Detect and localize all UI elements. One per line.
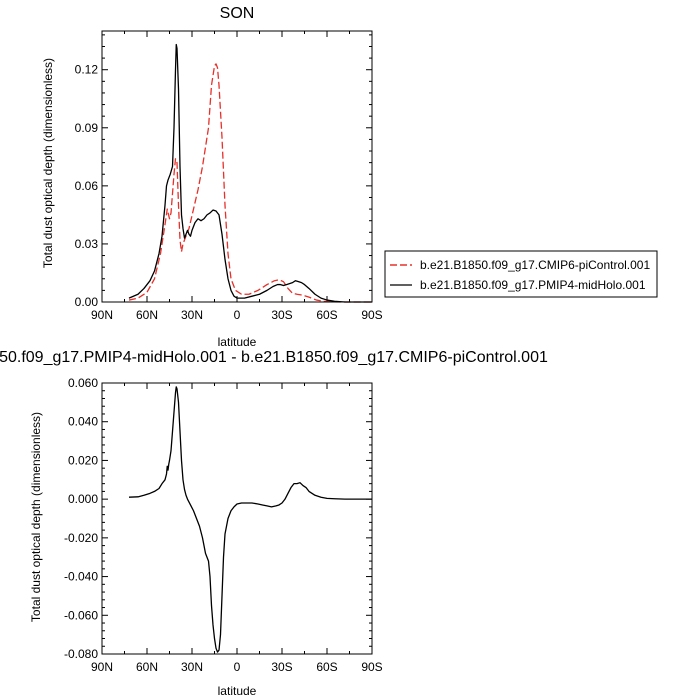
top-chart-title: SON bbox=[220, 5, 255, 22]
bottom-chart-ytick-label: -0.060 bbox=[64, 608, 98, 622]
bottom-chart-ytick-label: 0.020 bbox=[68, 453, 98, 467]
bottom-chart-xtick-label: 30N bbox=[181, 660, 203, 674]
bottom-chart-xtick-label: 0 bbox=[234, 660, 241, 674]
bottom-chart-ytick-label: -0.080 bbox=[64, 647, 98, 661]
top-chart-xlabel: latitude bbox=[218, 335, 257, 349]
top-chart-ytick-label: 0.09 bbox=[75, 121, 99, 135]
bottom-chart-ytick-label: 0.040 bbox=[68, 415, 98, 429]
bottom-chart-xtick-label: 90N bbox=[91, 660, 113, 674]
top-chart-ylabel: Total dust optical depth (dimensionless) bbox=[41, 58, 55, 268]
top-chart-xtick-label: 0 bbox=[234, 308, 241, 322]
bottom-chart-ticks: 90N 60N 30N 0 30S 60S 90S -0.080 -0.060 -0.040 -0.… bbox=[64, 376, 383, 674]
bottom-chart: b.e21.B1850.f09_g17.PMIP4-midHolo.001 - … bbox=[0, 349, 548, 698]
bottom-chart-series bbox=[128, 386, 372, 653]
top-chart-series-line-0 bbox=[128, 63, 372, 303]
legend-label-midholo: b.e21.B1850.f09_g17.PMIP4-midHolo.001 bbox=[420, 278, 646, 292]
legend-label-picontrol: b.e21.B1850.f09_g17.CMIP6-piControl.001 bbox=[420, 258, 650, 272]
legend: b.e21.B1850.f09_g17.CMIP6-piControl.001 … bbox=[384, 250, 658, 298]
bottom-chart-ytick-label: 0.060 bbox=[68, 376, 98, 390]
top-chart: SON Total dust optical depth (dimensionl… bbox=[41, 5, 658, 349]
bottom-chart-series-line-0 bbox=[128, 386, 372, 653]
top-chart-series-line-1 bbox=[128, 43, 372, 303]
top-chart-xtick-label: 60S bbox=[316, 308, 337, 322]
bottom-chart-ytick-label: 0.000 bbox=[68, 492, 98, 506]
top-chart-frame bbox=[101, 30, 373, 303]
top-chart-xtick-label: 90S bbox=[361, 308, 382, 322]
top-chart-series bbox=[128, 43, 372, 303]
top-chart-ytick-label: 0.06 bbox=[75, 179, 99, 193]
top-chart-ytick-label: 0.00 bbox=[75, 295, 99, 309]
bottom-chart-ylabel: Total dust optical depth (dimensionless) bbox=[29, 412, 43, 622]
top-chart-xtick-label: 60N bbox=[136, 308, 158, 322]
bottom-chart-xtick-label: 90S bbox=[361, 660, 382, 674]
legend-box bbox=[384, 250, 658, 298]
bottom-chart-title: b.e21.B1850.f09_g17.PMIP4-midHolo.001 - … bbox=[0, 349, 548, 366]
bottom-chart-xlabel: latitude bbox=[218, 684, 257, 698]
bottom-chart-xtick-label: 30S bbox=[271, 660, 292, 674]
top-chart-xtick-label: 90N bbox=[91, 308, 113, 322]
bottom-chart-ytick-label: -0.020 bbox=[64, 531, 98, 545]
bottom-chart-xtick-label: 60N bbox=[136, 660, 158, 674]
bottom-chart-frame bbox=[101, 382, 373, 655]
top-chart-xtick-label: 30S bbox=[271, 308, 292, 322]
bottom-chart-ytick-label: -0.040 bbox=[64, 570, 98, 584]
top-chart-ytick-label: 0.03 bbox=[75, 237, 99, 251]
bottom-chart-xtick-label: 60S bbox=[316, 660, 337, 674]
top-chart-ytick-label: 0.12 bbox=[75, 63, 99, 77]
top-chart-xtick-label: 30N bbox=[181, 308, 203, 322]
top-chart-ticks: 90N 60N 30N 0 30S 60S 90S 0.00 0.03 0.06 0.09 0.12 bbox=[75, 31, 383, 322]
